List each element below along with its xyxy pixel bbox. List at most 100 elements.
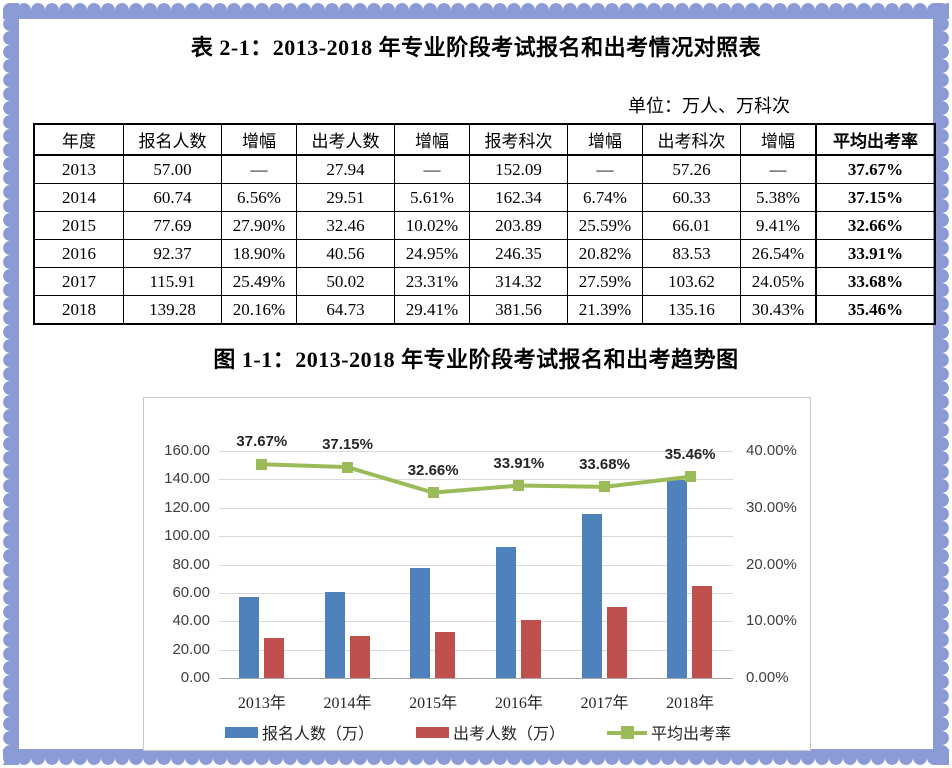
table-cell: 2014 — [33, 183, 124, 212]
table-cell: 6.56% — [221, 183, 297, 212]
registered-bar — [581, 513, 602, 678]
table-cell: 27.94 — [296, 154, 395, 184]
chart-gridline — [219, 536, 733, 538]
table-cell: 2015 — [33, 211, 124, 240]
right-axis-tick: 30.00% — [746, 498, 797, 516]
table-title: 表 2-1：2013-2018 年专业阶段考试报名和出考情况对照表 — [190, 35, 762, 60]
table-cell: 20.16% — [221, 295, 297, 325]
comparison-table: 年度 报名人数 增幅 出考人数 增幅 报考科次 增幅 出考科次 增幅 平均出考率 2013 57.00… — [33, 123, 936, 325]
x-axis-label: 2016年 — [494, 695, 543, 712]
legend-label: 报名人数（万） — [262, 726, 375, 743]
stamp-border-bottom — [3, 749, 949, 765]
table-cell: 5.61% — [394, 183, 470, 212]
table-cell: 10.02% — [394, 211, 470, 240]
legend-item-registered: 报名人数（万） — [225, 720, 374, 744]
table-cell: 9.41% — [740, 211, 817, 240]
x-axis-line — [219, 678, 733, 679]
left-axis-tick: 120.00 — [164, 498, 210, 516]
legend-label: 出考人数（万） — [452, 726, 565, 743]
table-cell: 29.41% — [394, 295, 470, 325]
table-cell: 20.82% — [567, 239, 643, 268]
rate-point-label: 37.15% — [322, 436, 373, 454]
table-cell: — — [740, 154, 817, 184]
left-axis-tick: 160.00 — [164, 442, 210, 459]
table-cell: 21.39% — [567, 295, 643, 325]
chart-legend: 报名人数（万） 出考人数（万） 平均出考率 — [225, 720, 731, 744]
table-cell: 77.69 — [123, 211, 222, 240]
rate-point-label: 33.91% — [493, 454, 545, 472]
rate-line-marker — [256, 458, 268, 470]
stamp-border-top — [3, 3, 949, 19]
attended-bar — [435, 631, 456, 678]
registered-bar — [324, 591, 345, 678]
left-axis-tick: 0.00 — [180, 669, 210, 686]
right-axis-tick: 20.00% — [746, 555, 797, 573]
right-axis-tick: 0.00% — [746, 669, 789, 686]
table-cell: 29.51 — [296, 183, 395, 212]
table-row: 2017 115.91 25.49% 50.02 23.31% 314.32 27.59% 1… — [33, 267, 936, 296]
table-cell: 135.16 — [642, 295, 741, 325]
table-header-row: 年度 报名人数 增幅 出考人数 增幅 报考科次 增幅 出考科次 增幅 平均出考率 — [33, 123, 936, 156]
table-cell: 26.54% — [740, 239, 817, 268]
table-header-cell: 平均出考率 — [815, 123, 936, 156]
table-cell: 32.46 — [296, 211, 395, 240]
registered-swatch — [225, 726, 258, 738]
rate-line — [261, 462, 691, 495]
chart-gridline — [219, 649, 733, 651]
table-header-cell: 年度 — [33, 123, 124, 156]
registered-bar — [667, 480, 688, 678]
table-cell: 64.73 — [296, 295, 395, 325]
rate-line-marker — [684, 471, 696, 483]
table-cell: 27.90% — [221, 211, 297, 240]
rate-marker-glyph — [620, 725, 634, 739]
x-axis-label: 2015年 — [409, 695, 458, 712]
table-cell: 152.09 — [469, 154, 568, 184]
rate-point-label: 32.66% — [407, 461, 459, 479]
trend-chart: 0.00 20.00 40.00 60.00 80.00 100.00 120.00 140.… — [143, 397, 811, 751]
table-header-cell: 增幅 — [567, 123, 643, 156]
table-row: 2014 60.74 6.56% 29.51 5.61% 162.34 6.74% 60.33… — [33, 183, 936, 212]
table-cell: 83.53 — [642, 239, 741, 268]
table-cell: — — [221, 154, 297, 184]
table-cell: 24.05% — [740, 267, 817, 296]
table-cell: 33.68% — [815, 267, 936, 296]
table-row: 2015 77.69 27.90% 32.46 10.02% 203.89 25.59% 66… — [33, 211, 936, 240]
rate-point-label: 33.68% — [579, 455, 630, 473]
table-header-cell: 出考科次 — [642, 123, 741, 156]
chart-gridline — [219, 507, 733, 509]
stamp-border-left — [3, 3, 19, 765]
chart-gridline — [219, 479, 733, 481]
table-body: 年度 报名人数 增幅 出考人数 增幅 报考科次 增幅 出考科次 增幅 平均出考率 2013 57.00… — [33, 123, 936, 325]
table-cell: 32.66% — [815, 211, 936, 240]
table-cell: 6.74% — [567, 183, 643, 212]
left-axis-tick: 140.00 — [164, 470, 210, 488]
x-axis-label: 2013年 — [237, 695, 286, 712]
table-cell: 25.59% — [567, 211, 643, 240]
table-row: 2018 139.28 20.16% 64.73 29.41% 381.56 21.39% 1… — [33, 295, 936, 325]
table-cell: 24.95% — [394, 239, 470, 268]
table-cell: 37.67% — [815, 154, 936, 184]
table-cell: 2018 — [33, 295, 124, 325]
rate-point-label: 35.46% — [664, 445, 716, 463]
table-cell: 35.46% — [815, 295, 936, 325]
table-cell: 2013 — [33, 154, 124, 184]
table-cell: 66.01 — [642, 211, 741, 240]
attended-bar — [349, 636, 370, 678]
table-cell: 30.43% — [740, 295, 817, 325]
rate-line-marker — [427, 487, 439, 499]
table-header-cell: 出考人数 — [296, 123, 395, 156]
unit-note: 单位：万人、万科次 — [628, 96, 790, 116]
table-row: 2013 57.00—27.94—152.09—57.26—37.67% — [33, 154, 936, 184]
table-cell: 246.35 — [469, 239, 568, 268]
figure-title: 图 1-1：2013-2018 年专业阶段考试报名和出考趋势图 — [213, 347, 739, 372]
legend-item-rate: 平均出考率 — [606, 720, 731, 744]
attended-bar — [263, 638, 284, 678]
table-cell: — — [567, 154, 643, 184]
table-cell: 60.33 — [642, 183, 741, 212]
left-axis-tick: 40.00 — [172, 612, 210, 630]
rate-line-swatch — [606, 725, 647, 739]
table-cell: 37.15% — [815, 183, 936, 212]
rate-line-marker — [342, 461, 353, 473]
rate-line-marker — [513, 480, 525, 492]
chart-gridline — [219, 592, 733, 594]
